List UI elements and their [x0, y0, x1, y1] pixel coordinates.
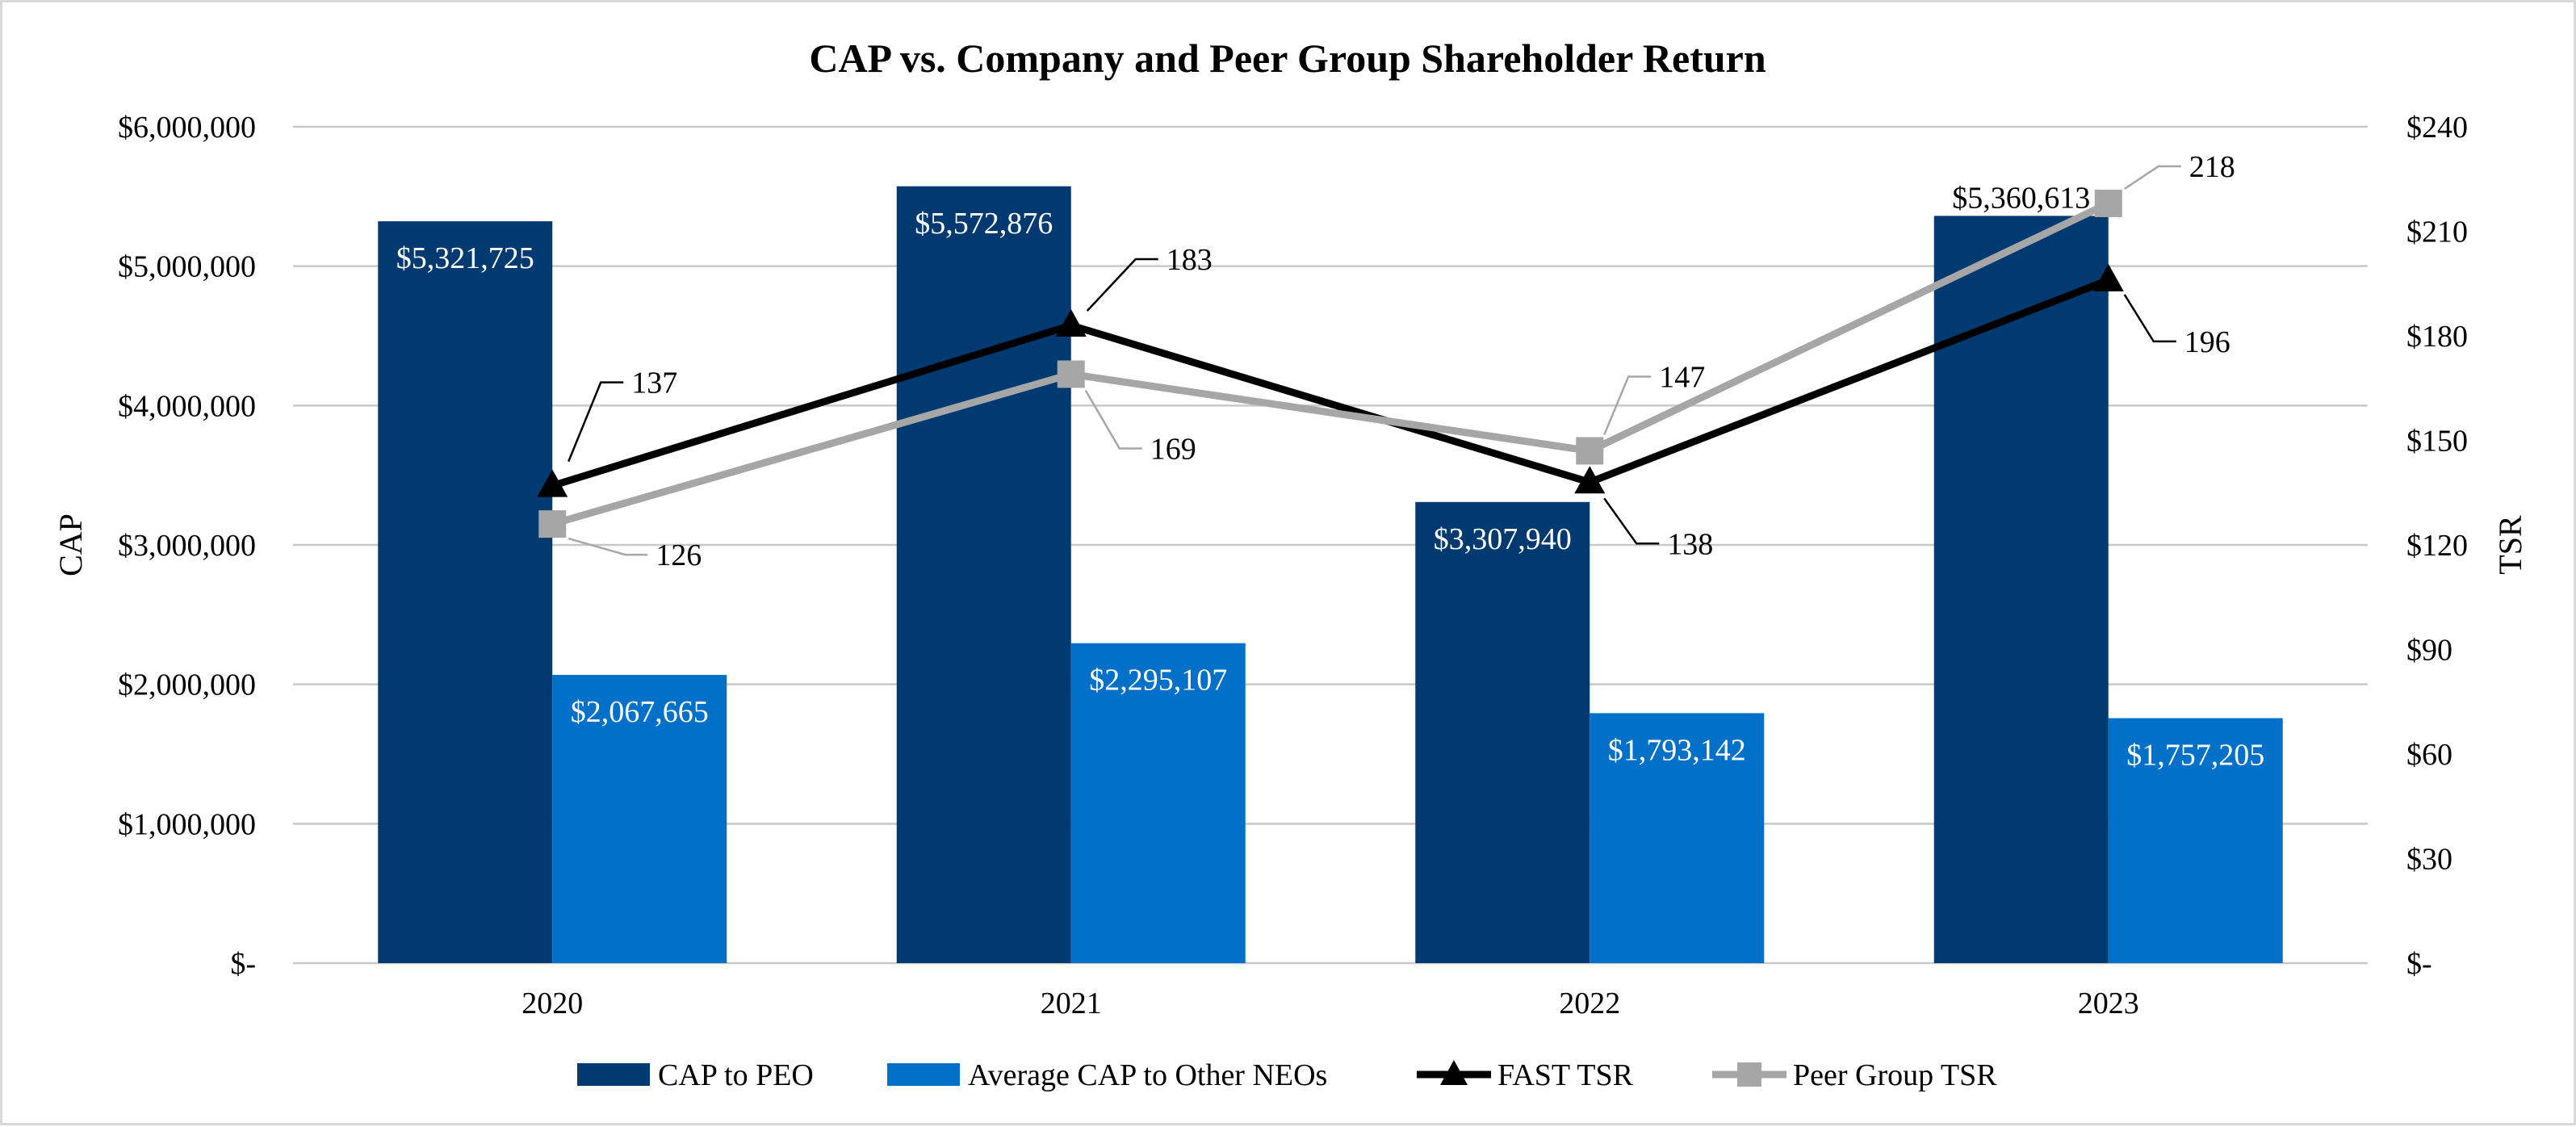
legend-swatch [577, 1063, 650, 1086]
line-fast-tsr[interactable] [551, 276, 2110, 489]
bar-data-label: $2,067,665 [571, 695, 709, 729]
bar-data-label: $5,360,613 [1952, 181, 2090, 215]
x-tick-label: 2020 [521, 987, 583, 1020]
line-data-label: 137 [631, 367, 677, 400]
marker-fast-tsr[interactable] [1055, 309, 1087, 337]
bar-data-label: $2,295,107 [1089, 664, 1227, 698]
y-right-tick-label: $120 [2406, 529, 2468, 563]
marker-fast-tsr[interactable] [537, 469, 568, 497]
line-data-label: 196 [2184, 325, 2230, 359]
line-data-label: 218 [2189, 150, 2235, 184]
bar-avg-cap-other-neos[interactable] [552, 674, 727, 963]
legend-swatch [887, 1063, 960, 1086]
bar-avg-cap-other-neos[interactable] [1070, 643, 1246, 963]
bar-data-label: $5,321,725 [396, 241, 534, 275]
bar-cap-to-peo[interactable] [378, 221, 553, 963]
line-data-label: 183 [1167, 243, 1213, 277]
line-data-label: 147 [1659, 360, 1705, 394]
x-tick-label: 2023 [2078, 987, 2139, 1020]
marker-fast-tsr[interactable] [2092, 263, 2124, 291]
legend-avg-cap-other-neos[interactable]: Average CAP to Other NEOs [887, 1058, 1327, 1092]
bars [378, 186, 2283, 964]
bar-avg-cap-other-neos[interactable] [2108, 718, 2283, 963]
y-left-tick-label: $5,000,000 [118, 250, 256, 284]
y-left-tick-label: $1,000,000 [118, 807, 256, 841]
leader-line [2124, 165, 2181, 191]
legend-marker [1440, 1060, 1468, 1085]
axes: $- $1,000,000 $2,000,000 $3,000,000 $4,000,0… [52, 111, 2528, 1020]
y-left-tick-label: $4,000,000 [118, 389, 256, 423]
legend-label: FAST TSR [1497, 1058, 1634, 1092]
legend-fast-tsr[interactable]: FAST TSR [1417, 1058, 1634, 1092]
marker-peer-group-tsr[interactable] [1576, 437, 1604, 465]
bar-data-label: $5,572,876 [915, 207, 1053, 241]
leader-line [568, 537, 648, 556]
y-left-tick-label: $6,000,000 [118, 111, 256, 145]
leader-line [1603, 375, 1652, 435]
lines [537, 189, 2124, 538]
marker-peer-group-tsr[interactable] [2094, 189, 2122, 217]
legend-cap-to-peo[interactable]: CAP to PEO [577, 1058, 814, 1092]
line-data-label: 169 [1150, 432, 1196, 466]
leader-line [1084, 389, 1142, 450]
bar-avg-cap-other-neos[interactable] [1590, 713, 1765, 963]
leader-line [2123, 294, 2176, 343]
y-left-tick-label: $3,000,000 [118, 529, 256, 563]
legend-peer-group-tsr[interactable]: Peer Group TSR [1712, 1058, 1997, 1092]
y-right-tick-label: $30 [2406, 843, 2452, 877]
y-right-axis-title: TSR [2492, 515, 2528, 575]
line-data-label: 126 [656, 538, 702, 572]
marker-fast-tsr[interactable] [1574, 466, 1606, 494]
bar-data-label: $1,793,142 [1608, 733, 1746, 767]
line-data-label: 138 [1667, 527, 1713, 561]
y-left-tick-label: $2,000,000 [118, 668, 256, 702]
marker-peer-group-tsr[interactable] [1057, 360, 1085, 388]
marker-peer-group-tsr[interactable] [538, 510, 567, 538]
legend-marker [1737, 1062, 1761, 1087]
bar-data-label: $1,757,205 [2126, 739, 2264, 773]
x-tick-label: 2021 [1041, 987, 1102, 1020]
y-right-tick-label: $150 [2406, 425, 2468, 459]
x-tick-label: 2022 [1559, 987, 1620, 1020]
legend[interactable]: CAP to PEO Average CAP to Other NEOs FAST … [577, 1058, 1997, 1092]
legend-label: Peer Group TSR [1793, 1058, 1997, 1092]
y-left-axis-title: CAP [52, 513, 89, 576]
y-left-tick-label: $- [230, 947, 256, 981]
bar-cap-to-peo[interactable] [896, 186, 1071, 964]
bar-data-label: $3,307,940 [1434, 522, 1572, 556]
data-labels: $5,321,725 $5,572,876 $3,307,940 $5,360,613… [396, 150, 2265, 773]
legend-label: CAP to PEO [658, 1058, 814, 1092]
y-right-tick-label: $90 [2406, 634, 2452, 668]
y-right-tick-label: $- [2406, 947, 2432, 981]
chart-title: CAP vs. Company and Peer Group Sharehold… [809, 36, 1766, 81]
leader-line [1603, 497, 1660, 545]
y-right-tick-label: $60 [2406, 738, 2452, 772]
bar-cap-to-peo[interactable] [1933, 216, 2109, 963]
leader-line [1086, 258, 1158, 312]
legend-label: Average CAP to Other NEOs [968, 1058, 1327, 1092]
line-peer-group-tsr[interactable] [551, 199, 2110, 528]
bar-cap-to-peo[interactable] [1415, 501, 1590, 963]
leader-line [568, 381, 624, 463]
y-right-tick-label: $180 [2406, 320, 2468, 354]
y-right-tick-label: $210 [2406, 216, 2468, 249]
y-right-tick-label: $240 [2406, 111, 2468, 145]
